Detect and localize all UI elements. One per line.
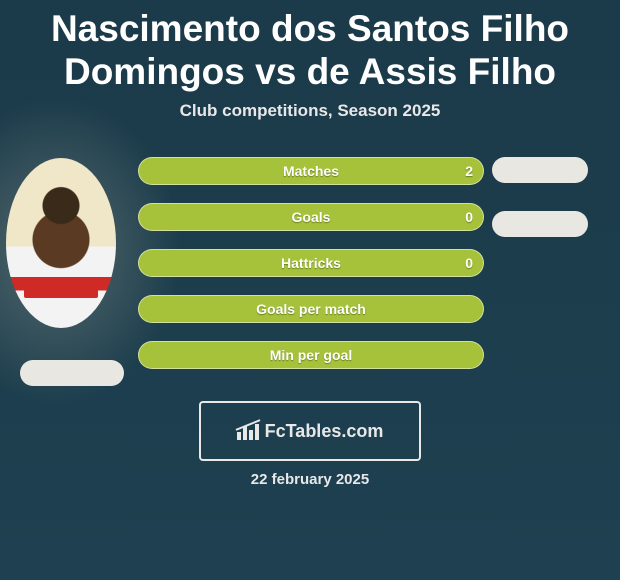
- stat-pill-p1: Min per goal: [138, 341, 484, 369]
- chart-icon: [237, 422, 259, 440]
- page-subtitle: Club competitions, Season 2025: [0, 101, 620, 121]
- stat-row: Goals per match: [0, 295, 620, 341]
- stat-row: Hattricks 0: [0, 249, 620, 295]
- page-title: Nascimento dos Santos Filho Domingos vs …: [0, 0, 620, 95]
- stat-pill-p2: [492, 157, 588, 183]
- stat-row: Matches 2: [0, 157, 620, 203]
- stat-val-p1: 2: [465, 158, 473, 184]
- stat-label: Goals per match: [139, 296, 483, 322]
- stat-pill-p1: Hattricks 0: [138, 249, 484, 277]
- brand-box: FcTables.com: [199, 401, 421, 461]
- stat-pill-p1: Goals 0: [138, 203, 484, 231]
- stat-label: Min per goal: [139, 342, 483, 368]
- stat-val-p1: 0: [465, 204, 473, 230]
- comparison-chart: Matches 2 Goals 0 Hattricks 0 Goals per …: [0, 157, 620, 387]
- page-date: 22 february 2025: [0, 471, 620, 488]
- stat-pill-p1: Matches 2: [138, 157, 484, 185]
- stat-pill-p1: Goals per match: [138, 295, 484, 323]
- stat-label: Goals: [139, 204, 483, 230]
- stat-label: Matches: [139, 158, 483, 184]
- brand-label: FcTables.com: [265, 421, 384, 442]
- player1-bottom-pill: [20, 360, 124, 386]
- stat-pill-p2: [492, 211, 588, 237]
- stat-label: Hattricks: [139, 250, 483, 276]
- stat-val-p1: 0: [465, 250, 473, 276]
- stat-row: Goals 0: [0, 203, 620, 249]
